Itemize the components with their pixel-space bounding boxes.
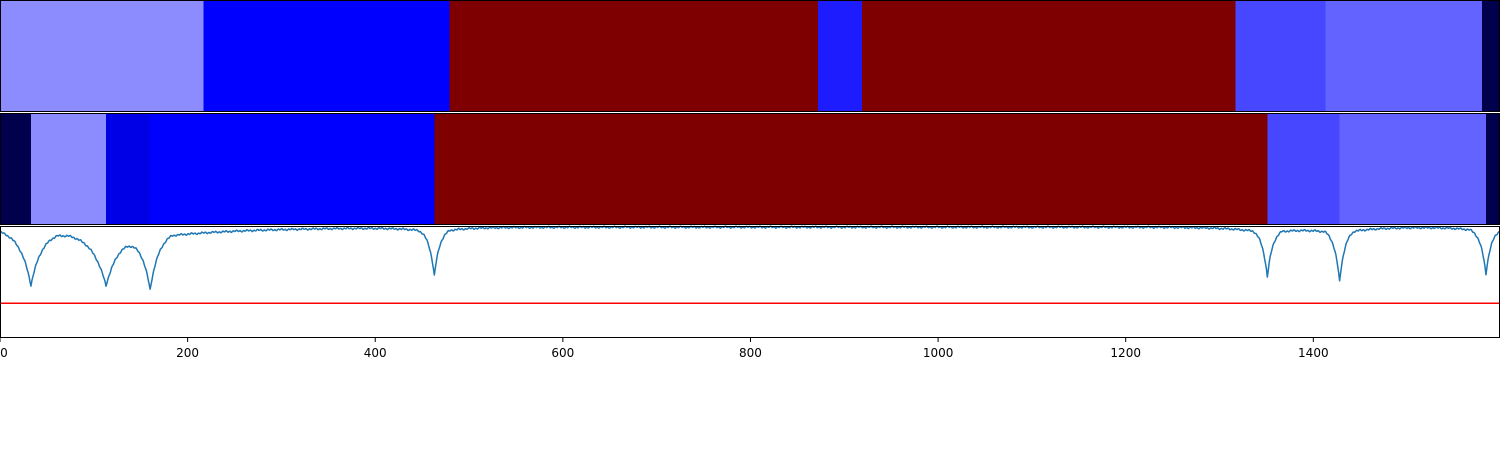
top-heatmap-segment-7 bbox=[1482, 0, 1500, 112]
middle-heatmap-segment-3 bbox=[150, 113, 435, 225]
top-heatmap-segment-0 bbox=[0, 0, 204, 112]
middle-heatmap-segment-5 bbox=[1267, 113, 1340, 225]
middle-heatmap-track bbox=[0, 113, 1500, 225]
x-axis: 0 200 400 600 800 1000 1200 1400 bbox=[0, 338, 1329, 360]
middle-heatmap-segment-4 bbox=[434, 113, 1268, 225]
signal-background bbox=[0, 226, 1500, 338]
top-heatmap-track bbox=[0, 0, 1500, 112]
top-heatmap-segment-5 bbox=[1235, 0, 1326, 112]
middle-heatmap-segment-7 bbox=[1485, 113, 1500, 225]
x-tick-label-4: 800 bbox=[739, 346, 762, 360]
x-tick-label-1: 200 bbox=[176, 346, 199, 360]
x-tick-label-2: 400 bbox=[364, 346, 387, 360]
top-heatmap-segment-6 bbox=[1325, 0, 1483, 112]
signal-line-track bbox=[0, 225, 1500, 338]
middle-heatmap-segment-6 bbox=[1339, 113, 1486, 225]
top-heatmap-segment-1 bbox=[203, 0, 450, 112]
x-tick-label-0: 0 bbox=[0, 346, 8, 360]
middle-heatmap-segment-0 bbox=[0, 113, 31, 225]
x-tick-label-7: 1400 bbox=[1298, 346, 1329, 360]
x-tick-label-5: 1000 bbox=[923, 346, 954, 360]
top-heatmap-segment-4 bbox=[862, 0, 1236, 112]
top-heatmap-segment-3 bbox=[818, 0, 863, 112]
middle-heatmap-segment-2 bbox=[106, 113, 151, 225]
x-tick-label-6: 1200 bbox=[1110, 346, 1141, 360]
top-heatmap-segment-2 bbox=[449, 0, 819, 112]
middle-heatmap-segment-1 bbox=[30, 113, 107, 225]
x-tick-label-3: 600 bbox=[551, 346, 574, 360]
